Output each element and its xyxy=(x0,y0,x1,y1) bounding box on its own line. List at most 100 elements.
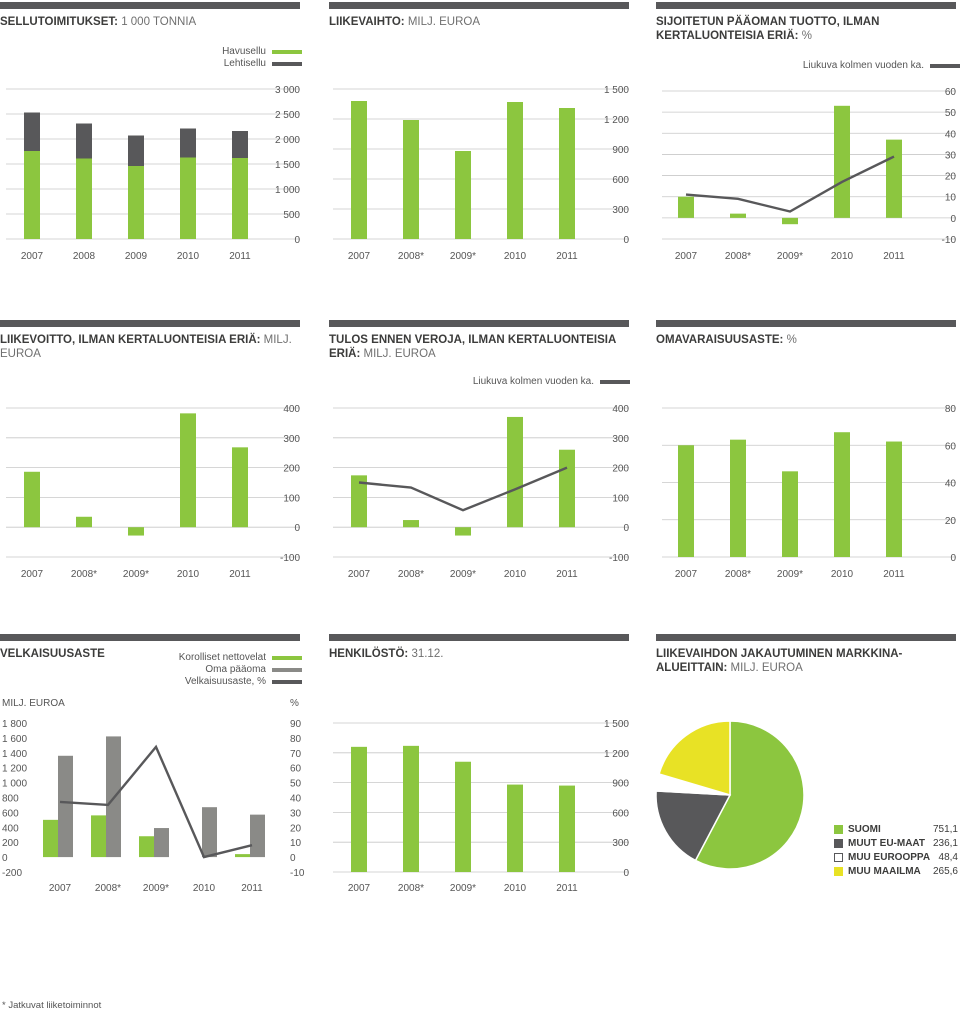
bar xyxy=(351,101,367,239)
pie-slice xyxy=(655,790,732,862)
bar xyxy=(403,120,419,239)
x-tick-label: 2010 xyxy=(831,569,854,580)
y-tick-label: -100 xyxy=(609,553,629,564)
bar xyxy=(24,151,40,239)
y-tick-label-left: 1 000 xyxy=(2,779,27,790)
bar xyxy=(351,475,367,528)
pie-legend-item-suomi: SUOMI 751,1 xyxy=(834,822,958,836)
y-tick-label: 500 xyxy=(283,210,300,221)
bar xyxy=(403,745,419,872)
bar xyxy=(232,447,248,528)
legend-label: Liukuva kolmen vuoden ka. xyxy=(472,376,594,387)
legend-label: MUU EUROOPPA xyxy=(848,851,931,863)
x-tick-label: 2007 xyxy=(675,251,698,262)
x-tick-label: 2008* xyxy=(725,569,751,580)
bar xyxy=(678,196,694,218)
y-tick-label-left: 800 xyxy=(2,794,19,805)
bar xyxy=(24,471,40,528)
legend-swatch xyxy=(834,866,843,876)
x-tick-label: 2010 xyxy=(504,251,527,262)
legend-label: Oma pääoma xyxy=(205,664,266,675)
y-tick-label: 40 xyxy=(945,129,957,140)
pie-legend-item-world: MUU MAAILMA 265,6 xyxy=(834,864,958,878)
y-tick-label: 0 xyxy=(950,553,956,564)
legend-label: Lehtisellu xyxy=(223,58,266,69)
bar xyxy=(886,441,902,557)
y-tick-label: 0 xyxy=(294,523,300,534)
y-tick-label: 40 xyxy=(945,479,957,490)
y-tick-label: 400 xyxy=(283,404,300,415)
bar xyxy=(559,449,575,528)
bar xyxy=(455,151,471,239)
x-tick-label: 2011 xyxy=(229,251,251,262)
legend-swatch xyxy=(272,62,302,66)
x-tick-label: 2011 xyxy=(229,569,251,580)
y-tick-label-left: 1 800 xyxy=(2,719,27,730)
y-tick-label: 600 xyxy=(612,808,629,819)
y-tick-label: 200 xyxy=(612,464,629,475)
x-tick-label: 2009* xyxy=(450,569,476,580)
legend-value: 751,1 xyxy=(932,823,958,835)
x-tick-label: 2009* xyxy=(777,569,803,580)
bar xyxy=(154,828,169,858)
panel-title: VELKAISUUSASTE xyxy=(0,648,105,660)
x-tick-label: 2009* xyxy=(123,569,149,580)
bar xyxy=(128,166,144,239)
bar xyxy=(232,158,248,239)
bar xyxy=(834,105,850,218)
x-tick-label: 2009 xyxy=(125,251,148,262)
bar xyxy=(507,784,523,872)
y-tick-label: -10 xyxy=(942,235,957,246)
y-tick-label: 1 500 xyxy=(275,160,300,171)
legend-label: Liukuva kolmen vuoden ka. xyxy=(802,60,924,71)
y-tick-label: 100 xyxy=(612,493,629,504)
x-tick-label: 2010 xyxy=(504,569,527,580)
y-tick-label: 0 xyxy=(623,868,629,879)
bar xyxy=(180,128,196,158)
series-line xyxy=(685,155,895,213)
panel-title: LIIKEVOITTO, ILMAN KERTALUONTEISIA ERIÄ:… xyxy=(0,334,292,360)
panel-title: LIIKEVAIHTO: MILJ. EUROA xyxy=(329,16,481,28)
x-tick-label: 2011 xyxy=(883,251,905,262)
panel-profit-before-taxes: TULOS ENNEN VEROJA, ILMAN KERTALUONTEISI… xyxy=(329,320,629,361)
y-tick-label-left: 600 xyxy=(2,808,19,819)
y-tick-label: 200 xyxy=(283,464,300,475)
x-tick-label: 2011 xyxy=(556,251,578,262)
panel-title: LIIKEVAIHDON JAKAUTUMINEN MARKKINA-ALUEI… xyxy=(656,648,903,674)
x-tick-label: 2010 xyxy=(193,883,216,894)
bar xyxy=(180,157,196,239)
pie-legend: SUOMI 751,1 MUUT EU-MAAT 236,1 MUU EUROOPP… xyxy=(834,822,958,878)
panel-personnel: HENKILÖSTÖ: 31.12. xyxy=(329,634,629,661)
pie-legend-item-eu: MUUT EU-MAAT 236,1 xyxy=(834,836,958,850)
bar xyxy=(76,123,92,159)
y-tick-label-left: 1 200 xyxy=(2,764,27,775)
panel-operating-profit: LIIKEVOITTO, ILMAN KERTALUONTEISIA ERIÄ:… xyxy=(0,320,300,361)
x-tick-label: 2007 xyxy=(21,569,44,580)
bar xyxy=(403,520,419,528)
y-tick-label-left: 200 xyxy=(2,838,19,849)
pie-legend-item-europe: MUU EUROOPPA 48,4 xyxy=(834,850,958,864)
y-tick-label: 1 000 xyxy=(275,185,300,196)
pie-slice xyxy=(658,720,731,797)
legend-label: Korolliset nettovelat xyxy=(178,652,266,663)
y-tick-label: 400 xyxy=(612,404,629,415)
y-tick-label-left: 1 600 xyxy=(2,734,27,745)
panel-pulp-deliveries: SELLUTOIMITUKSET: 1 000 TONNIA xyxy=(0,2,300,29)
x-tick-label: 2009* xyxy=(143,883,169,894)
panel-net-sales: LIIKEVAIHTO: MILJ. EUROA xyxy=(329,2,629,29)
legend-swatch xyxy=(272,668,302,672)
bar xyxy=(180,413,196,528)
panel-title: OMAVARAISUUSASTE: % xyxy=(656,334,797,346)
bar xyxy=(455,527,471,536)
y-tick-label: -100 xyxy=(280,553,300,564)
legend-label: MUU MAAILMA xyxy=(848,865,921,877)
bar xyxy=(24,112,40,151)
y-tick-label-left: 1 400 xyxy=(2,749,27,760)
x-tick-label: 2007 xyxy=(348,251,371,262)
panel-topbar xyxy=(329,320,629,327)
bar xyxy=(351,746,367,872)
x-tick-label: 2008* xyxy=(71,569,97,580)
y-tick-label: 0 xyxy=(950,214,956,225)
y-tick-label: 2 500 xyxy=(275,110,300,121)
panel-title: SELLUTOIMITUKSET: 1 000 TONNIA xyxy=(0,16,197,28)
